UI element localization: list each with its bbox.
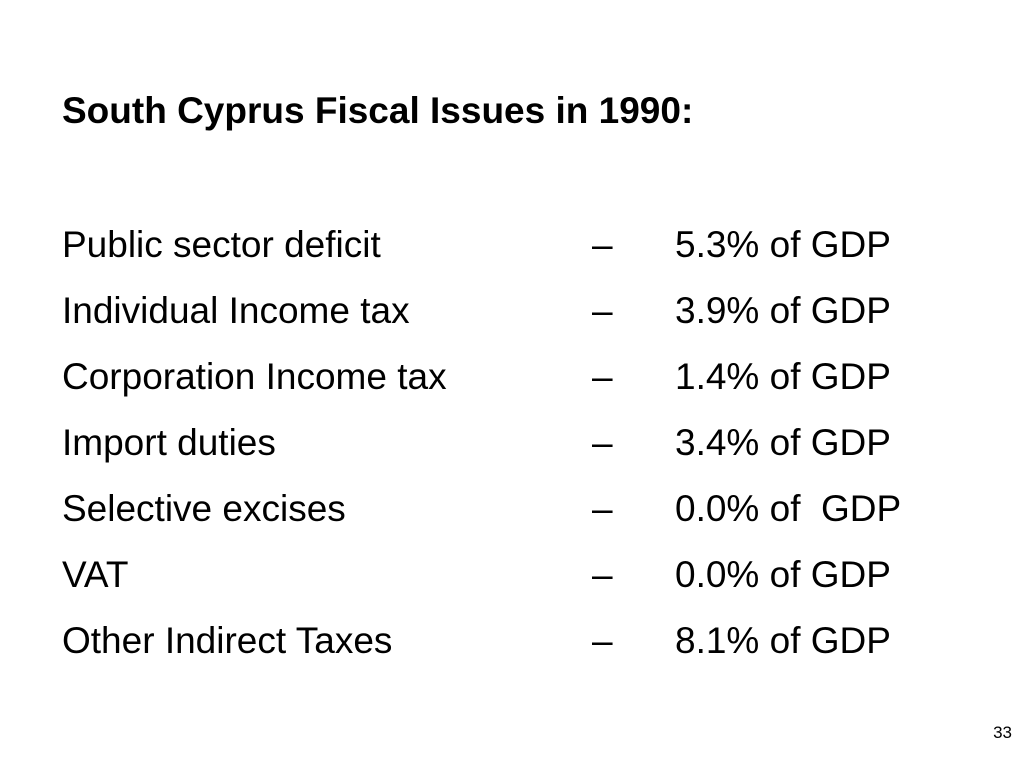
row-value: 5.3% of GDP bbox=[675, 224, 891, 265]
list-item: Other Indirect Taxes – 8.1% of GDP bbox=[62, 608, 982, 674]
page-number: 33 bbox=[993, 723, 1012, 742]
row-dash: – bbox=[592, 488, 613, 529]
row-label: Selective excises bbox=[62, 488, 346, 529]
row-label: Other Indirect Taxes bbox=[62, 620, 393, 661]
list-item: VAT – 0.0% of GDP bbox=[62, 542, 982, 608]
row-dash: – bbox=[592, 422, 613, 463]
row-dash: – bbox=[592, 554, 613, 595]
row-dash: – bbox=[592, 356, 613, 397]
row-label: Individual Income tax bbox=[62, 290, 410, 331]
list-item: Import duties – 3.4% of GDP bbox=[62, 410, 982, 476]
row-label: Corporation Income tax bbox=[62, 356, 447, 397]
row-label: VAT bbox=[62, 554, 129, 595]
row-label: Public sector deficit bbox=[62, 224, 381, 265]
row-value: 3.4% of GDP bbox=[675, 422, 891, 463]
slide-title: South Cyprus Fiscal Issues in 1990: bbox=[62, 90, 694, 131]
row-value: 3.9% of GDP bbox=[675, 290, 891, 331]
fiscal-issues-list: Public sector deficit – 5.3% of GDP Indi… bbox=[62, 212, 982, 674]
row-dash: – bbox=[592, 224, 613, 265]
list-item: Corporation Income tax – 1.4% of GDP bbox=[62, 344, 982, 410]
row-dash: – bbox=[592, 620, 613, 661]
list-item: Public sector deficit – 5.3% of GDP bbox=[62, 212, 982, 278]
row-value: 8.1% of GDP bbox=[675, 620, 891, 661]
list-item: Selective excises – 0.0% of GDP bbox=[62, 476, 982, 542]
row-dash: – bbox=[592, 290, 613, 331]
row-value: 0.0% of GDP bbox=[675, 554, 891, 595]
row-value: 0.0% of GDP bbox=[675, 488, 902, 529]
row-value: 1.4% of GDP bbox=[675, 356, 891, 397]
row-label: Import duties bbox=[62, 422, 276, 463]
list-item: Individual Income tax – 3.9% of GDP bbox=[62, 278, 982, 344]
